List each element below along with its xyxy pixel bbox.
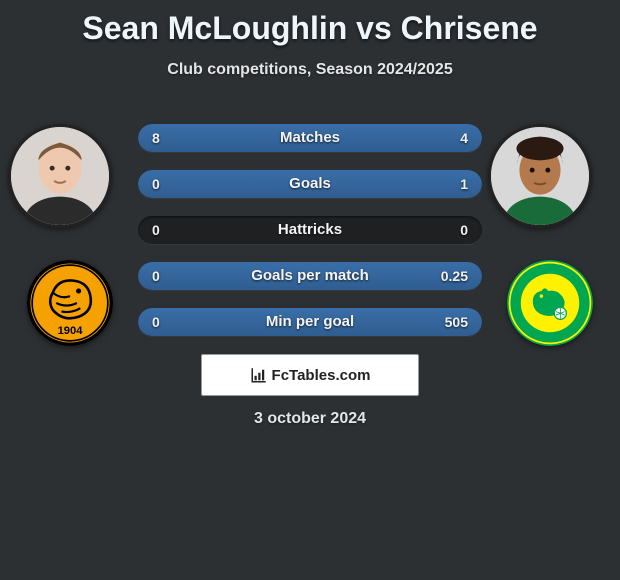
stat-right-value: 0: [460, 216, 468, 244]
stat-label: Hattricks: [138, 216, 482, 244]
stat-row: 01Goals: [138, 170, 482, 198]
player-right-avatar: [488, 124, 592, 228]
player-left-avatar: [8, 124, 112, 228]
club-left-badge: 1904: [27, 260, 113, 346]
stat-left-value: 0: [152, 216, 160, 244]
chart-icon: [250, 366, 268, 384]
stat-row: 84Matches: [138, 124, 482, 152]
stats-bars: 84Matches 01Goals 0 0Hattricks 00.25Goals pe…: [138, 124, 482, 354]
club-right-badge: [507, 260, 593, 346]
brand-box[interactable]: FcTables.com: [201, 354, 419, 396]
club-left-year: 1904: [58, 325, 84, 337]
page-title: Sean McLoughlin vs Chrisene: [0, 0, 620, 47]
stat-row: 00.25Goals per match: [138, 262, 482, 290]
brand-text: FcTables.com: [272, 367, 371, 384]
date-text: 3 october 2024: [0, 410, 620, 428]
subtitle: Club competitions, Season 2024/2025: [0, 61, 620, 79]
stat-row: 0 0Hattricks: [138, 216, 482, 244]
stat-row: 0505Min per goal: [138, 308, 482, 336]
